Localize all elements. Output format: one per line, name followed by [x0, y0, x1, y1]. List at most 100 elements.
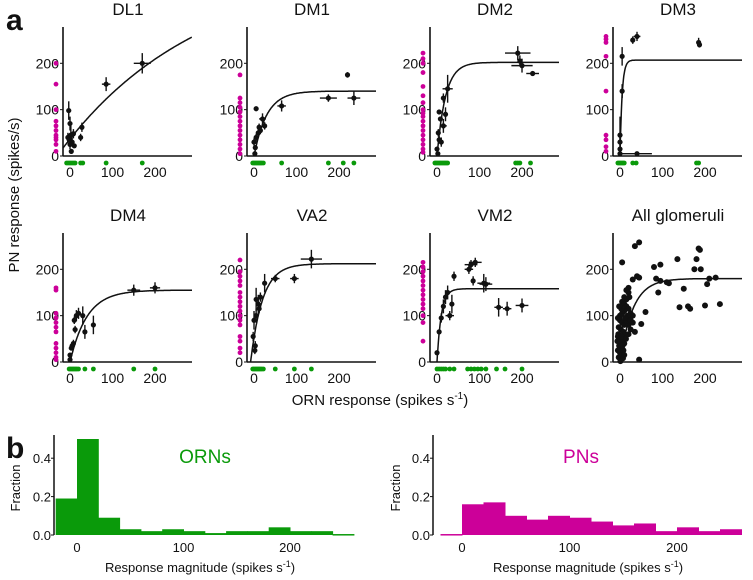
histogram-bar	[591, 521, 613, 535]
data-point	[530, 70, 536, 77]
histogram-bar	[505, 515, 527, 535]
data-point	[262, 123, 268, 129]
data-point	[71, 143, 77, 149]
histogram-bar	[77, 439, 99, 535]
x-tick-label: 0	[433, 370, 441, 386]
data-point	[308, 256, 314, 262]
fit-curve	[249, 262, 376, 363]
fit-curve	[619, 277, 742, 363]
data-point	[614, 338, 621, 345]
x-tick-label: 0	[616, 164, 624, 180]
x-tick-label: 100	[101, 164, 125, 180]
data-point	[712, 274, 719, 281]
data-point	[622, 314, 629, 321]
data-point	[657, 261, 664, 268]
histogram-y-label: Fraction	[388, 465, 403, 512]
data-point	[255, 130, 261, 136]
data-point	[496, 304, 502, 310]
data-point	[619, 259, 626, 266]
data-point	[617, 146, 623, 152]
x-tick-label: 200	[666, 540, 688, 555]
scatter-panel-dl1: DL1 00 100 100 200 200	[36, 0, 193, 180]
data-point	[257, 294, 263, 300]
data-point	[445, 86, 451, 92]
pn-response-dot	[420, 60, 426, 66]
data-point	[636, 356, 643, 363]
pn-response-dot	[237, 338, 243, 344]
orn-response-dot	[468, 366, 474, 372]
x-tick-label: 0	[616, 370, 624, 386]
orn-response-dot	[472, 366, 477, 372]
data-point	[519, 302, 525, 309]
histogram-bar	[634, 523, 656, 535]
orn-response-dot	[131, 366, 137, 372]
data-point	[619, 342, 626, 349]
data-point	[442, 294, 449, 300]
data-point	[80, 313, 86, 319]
data-point	[685, 303, 692, 310]
pn-response-dot	[420, 297, 426, 302]
histogram-bar	[247, 531, 270, 535]
data-point	[468, 262, 474, 268]
pn-response-dot	[603, 132, 609, 138]
data-point	[434, 146, 440, 152]
data-point	[351, 95, 357, 101]
pn-response-dot	[420, 269, 426, 275]
pn-response-dot	[420, 132, 426, 138]
histogram-x-label: Response magnitude (spikes s-1)	[105, 559, 295, 575]
histogram-orns: 0.0 0.2 0.4 0 100 200 ORNs Fraction Response mag…	[8, 435, 355, 575]
data-point	[702, 302, 709, 309]
panel-title: All glomeruli	[632, 206, 725, 225]
pn-response-dot	[53, 345, 59, 351]
data-point	[291, 275, 297, 282]
panel-label-b: b	[6, 432, 24, 465]
data-point	[139, 60, 145, 66]
data-point	[617, 139, 623, 145]
pn-response-dot	[237, 118, 243, 124]
y-tick-label: 100	[586, 102, 610, 118]
pn-response-dot	[420, 149, 426, 155]
data-point	[253, 296, 259, 303]
y-tick-label: 100	[403, 102, 427, 118]
panel-title: VA2	[297, 206, 328, 225]
data-point	[617, 132, 623, 138]
y-tick-label: 0	[235, 148, 243, 164]
pn-response-dot	[237, 151, 243, 157]
data-point	[517, 58, 523, 64]
pn-response-dot	[237, 128, 243, 133]
orn-response-dot	[152, 366, 158, 372]
y-axis-label: PN response (spikes/s)	[6, 117, 23, 272]
y-tick-label: 0.4	[33, 451, 51, 466]
orn-response-dot	[260, 366, 266, 372]
pn-response-dot	[53, 148, 59, 154]
data-point	[655, 289, 662, 296]
orn-response-dot	[139, 160, 145, 166]
pn-response-dot	[53, 107, 59, 113]
data-point	[67, 352, 73, 358]
x-tick-label: 0	[250, 370, 258, 386]
panel-title: DL1	[112, 0, 143, 19]
data-point	[152, 285, 158, 291]
pn-response-dot	[237, 283, 243, 288]
pn-response-dot	[53, 329, 59, 335]
y-tick-label: 200	[586, 261, 610, 277]
y-tick-label: 100	[220, 102, 244, 118]
data-point	[638, 320, 645, 327]
pn-response-dot	[53, 320, 59, 326]
pn-response-dot	[53, 137, 59, 143]
panel-title: DM4	[110, 206, 146, 225]
data-point	[252, 347, 258, 354]
data-point	[651, 263, 658, 270]
data-point	[674, 256, 681, 263]
data-point	[657, 277, 664, 284]
data-point	[619, 53, 625, 59]
pn-response-dot	[420, 114, 426, 120]
pn-response-dot	[53, 357, 59, 363]
data-point	[67, 120, 73, 127]
orn-response-dot	[451, 366, 457, 372]
orn-response-dot	[351, 160, 357, 166]
pn-response-dot	[603, 88, 609, 94]
pn-response-dot	[603, 40, 609, 45]
x-tick-label: 200	[279, 540, 301, 555]
pn-response-dot	[237, 114, 243, 120]
